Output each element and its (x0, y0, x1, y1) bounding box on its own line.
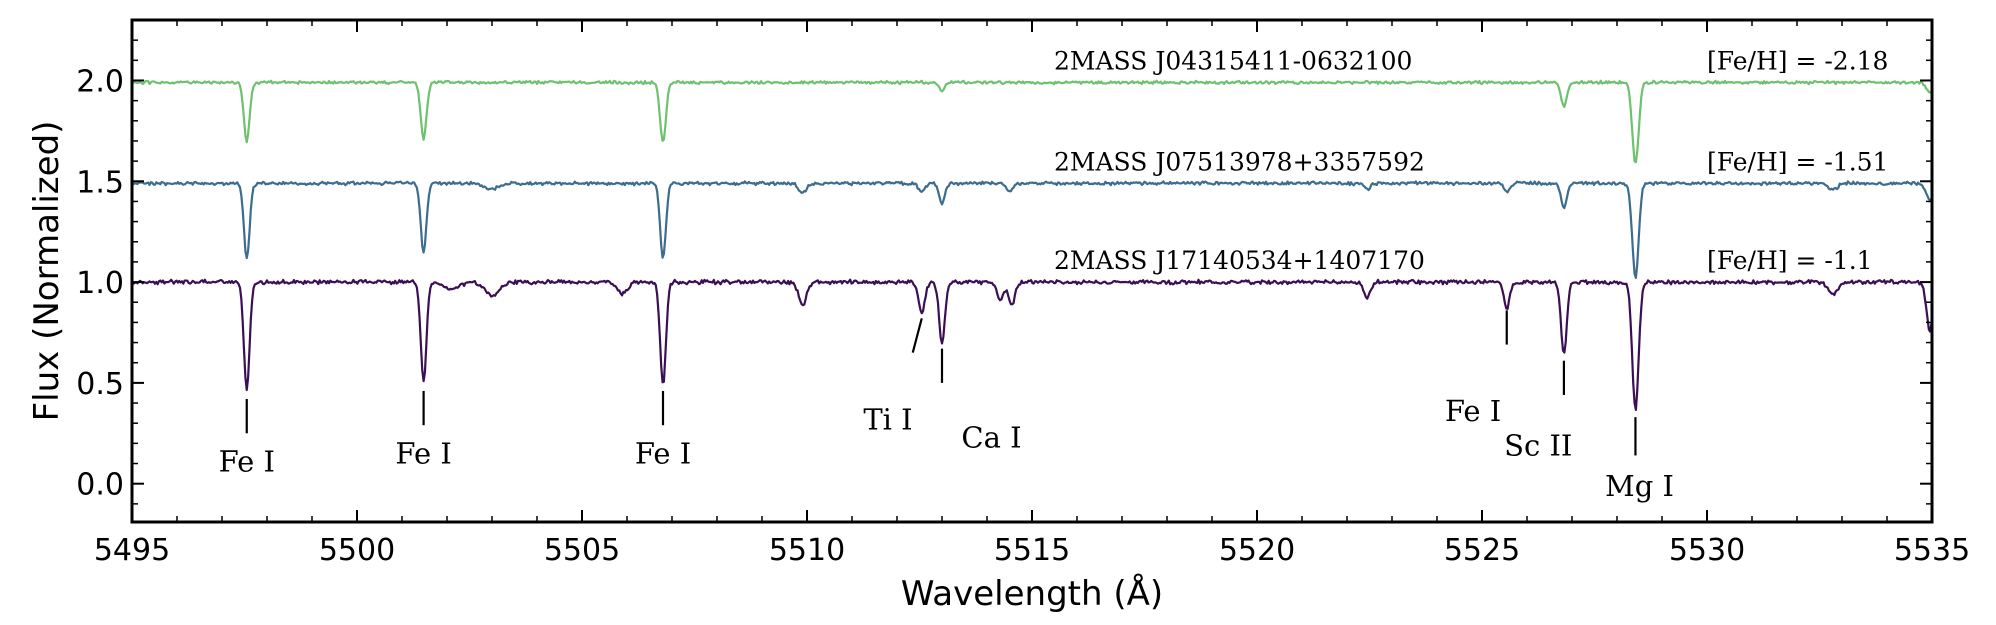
y-tick-label: 2.0 (76, 64, 124, 99)
line-id-label: Fe I (635, 437, 691, 471)
line-id-label: Sc II (1504, 428, 1572, 462)
y-tick-label: 0.0 (76, 468, 124, 503)
x-tick-label: 5530 (1669, 533, 1745, 568)
line-id-label: Ti I (863, 402, 912, 436)
x-tick-label: 5515 (994, 533, 1070, 568)
x-tick-label: 5500 (319, 533, 395, 568)
line-id-label: Mg I (1605, 469, 1674, 503)
x-tick-label: 5520 (1219, 533, 1295, 568)
metallicity-label: [Fe/H] = -2.18 (1707, 46, 1888, 75)
x-tick-label: 5495 (94, 533, 170, 568)
x-tick-label: 5525 (1444, 533, 1520, 568)
series-name-label: 2MASS J17140534+1407170 (1054, 246, 1425, 275)
metallicity-label: [Fe/H] = -1.1 (1707, 246, 1873, 275)
y-tick-label: 1.0 (76, 266, 124, 301)
x-tick-label: 5505 (544, 533, 620, 568)
series-name-label: 2MASS J07513978+3357592 (1054, 147, 1425, 176)
x-tick-label: 5510 (769, 533, 845, 568)
line-id-label: Fe I (1445, 394, 1501, 428)
y-tick-label: 1.5 (76, 165, 124, 200)
series-layer (132, 79, 1932, 412)
metallicity-label: [Fe/H] = -1.51 (1707, 147, 1888, 176)
spectrum-line-2 (132, 180, 1932, 279)
spectrum-line-1 (132, 278, 1932, 412)
line-id-marker (911, 318, 923, 353)
line-id-label: Fe I (219, 445, 275, 479)
y-axis-title: Flux (Normalized) (27, 121, 67, 422)
axes-layer: 5495 5500 5505 5510 5515 5520 5525 5530 5535 0.0 0… (27, 18, 1970, 614)
spectrum-line-3 (132, 79, 1932, 164)
label-layer: 2MASS J17140534+1407170 [Fe/H] = -1.1 2MAS… (1054, 46, 1888, 275)
x-axis-title: Wavelength (Å) (901, 573, 1163, 614)
line-id-label: Ca I (961, 420, 1021, 454)
series-name-label: 2MASS J04315411-0632100 (1054, 46, 1412, 75)
y-tick-label: 0.5 (76, 367, 124, 402)
x-tick-label: 5535 (1894, 533, 1970, 568)
line-id-label: Fe I (395, 437, 451, 471)
